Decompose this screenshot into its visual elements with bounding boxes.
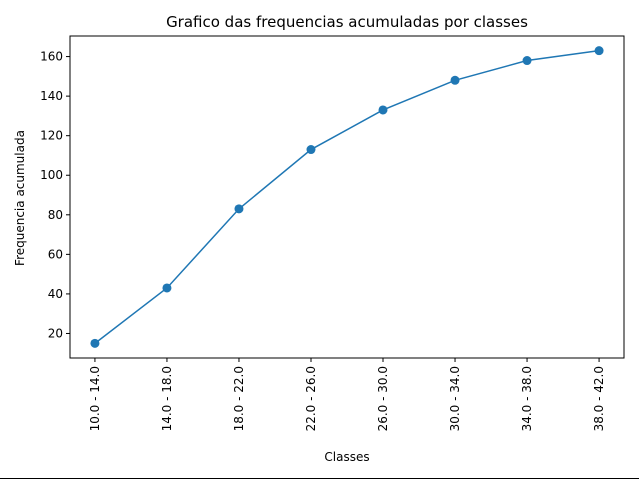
plot-area bbox=[69, 35, 625, 359]
y-tick-label: 80 bbox=[48, 208, 63, 222]
data-point bbox=[90, 338, 100, 348]
chart-title: Grafico das frequencias acumuladas por c… bbox=[166, 13, 528, 31]
x-tick-label: 30.0 - 34.0 bbox=[448, 366, 462, 431]
data-point bbox=[594, 46, 604, 56]
data-point bbox=[378, 105, 388, 115]
series-line bbox=[94, 49, 600, 344]
plot-frame bbox=[69, 35, 625, 359]
x-tick-label: 22.0 - 26.0 bbox=[304, 366, 318, 431]
y-axis: 20 40 60 80 100 120 140 160 bbox=[40, 50, 70, 340]
x-axis: 10.0 - 14.0 14.0 - 18.0 18.0 - 22.0 22.0 - … bbox=[88, 358, 606, 431]
y-tick-label: 100 bbox=[40, 168, 63, 182]
y-tick-label: 160 bbox=[40, 50, 63, 64]
data-point bbox=[450, 75, 460, 85]
y-tick-label: 20 bbox=[48, 326, 63, 340]
data-point bbox=[522, 56, 532, 66]
x-tick-label: 14.0 - 18.0 bbox=[160, 366, 174, 431]
y-tick-label: 40 bbox=[48, 287, 63, 301]
y-tick-label: 140 bbox=[40, 89, 63, 103]
y-tick-label: 120 bbox=[40, 129, 63, 143]
y-axis-label: Frequencia acumulada bbox=[13, 130, 27, 266]
y-tick-label: 60 bbox=[48, 247, 63, 261]
data-point bbox=[234, 204, 244, 214]
x-tick-label: 34.0 - 38.0 bbox=[520, 366, 534, 431]
x-tick-label: 18.0 - 22.0 bbox=[232, 366, 246, 431]
data-point bbox=[306, 145, 316, 155]
x-tick-label: 26.0 - 30.0 bbox=[376, 366, 390, 431]
data-point bbox=[162, 283, 172, 293]
x-tick-label: 10.0 - 14.0 bbox=[88, 366, 102, 431]
x-tick-label: 38.0 - 42.0 bbox=[592, 366, 606, 431]
x-axis-label: Classes bbox=[324, 450, 369, 464]
